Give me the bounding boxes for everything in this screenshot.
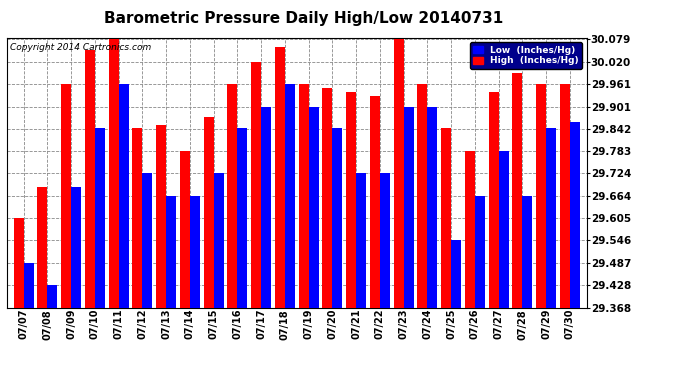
Bar <box>119 84 128 308</box>
Bar <box>48 285 57 308</box>
Bar <box>166 196 176 308</box>
Bar <box>23 262 34 308</box>
Bar <box>214 173 224 308</box>
Bar <box>275 47 285 308</box>
Bar <box>237 128 247 308</box>
Bar <box>37 187 48 308</box>
Bar <box>95 128 105 308</box>
Text: Copyright 2014 Cartronics.com: Copyright 2014 Cartronics.com <box>10 43 151 52</box>
Bar <box>451 240 461 308</box>
Bar <box>536 84 546 308</box>
Bar <box>417 84 427 308</box>
Bar <box>322 88 333 308</box>
Bar <box>61 84 71 308</box>
Bar <box>465 151 475 308</box>
Bar <box>14 218 23 308</box>
Bar <box>499 151 509 308</box>
Bar <box>308 106 319 308</box>
Bar <box>346 92 356 308</box>
Text: Barometric Pressure Daily High/Low 20140731: Barometric Pressure Daily High/Low 20140… <box>104 11 503 26</box>
Bar <box>156 124 166 308</box>
Bar <box>475 196 485 308</box>
Bar <box>251 62 261 308</box>
Bar <box>560 84 570 308</box>
Bar <box>180 151 190 308</box>
Bar <box>85 50 95 308</box>
Bar <box>546 128 556 308</box>
Bar <box>356 173 366 308</box>
Bar <box>132 128 142 308</box>
Bar <box>299 84 308 308</box>
Bar <box>370 96 380 308</box>
Legend: Low  (Inches/Hg), High  (Inches/Hg): Low (Inches/Hg), High (Inches/Hg) <box>470 42 582 69</box>
Bar <box>261 106 271 308</box>
Bar <box>108 39 119 308</box>
Bar <box>427 106 437 308</box>
Bar <box>441 128 451 308</box>
Bar <box>489 92 499 308</box>
Bar <box>204 117 214 308</box>
Bar <box>333 128 342 308</box>
Bar <box>285 84 295 308</box>
Bar <box>513 73 522 308</box>
Bar <box>142 173 152 308</box>
Bar <box>71 187 81 308</box>
Bar <box>570 122 580 308</box>
Bar <box>190 195 200 308</box>
Bar <box>227 84 237 308</box>
Bar <box>404 106 413 308</box>
Bar <box>393 39 404 308</box>
Bar <box>522 196 533 308</box>
Bar <box>380 173 390 308</box>
